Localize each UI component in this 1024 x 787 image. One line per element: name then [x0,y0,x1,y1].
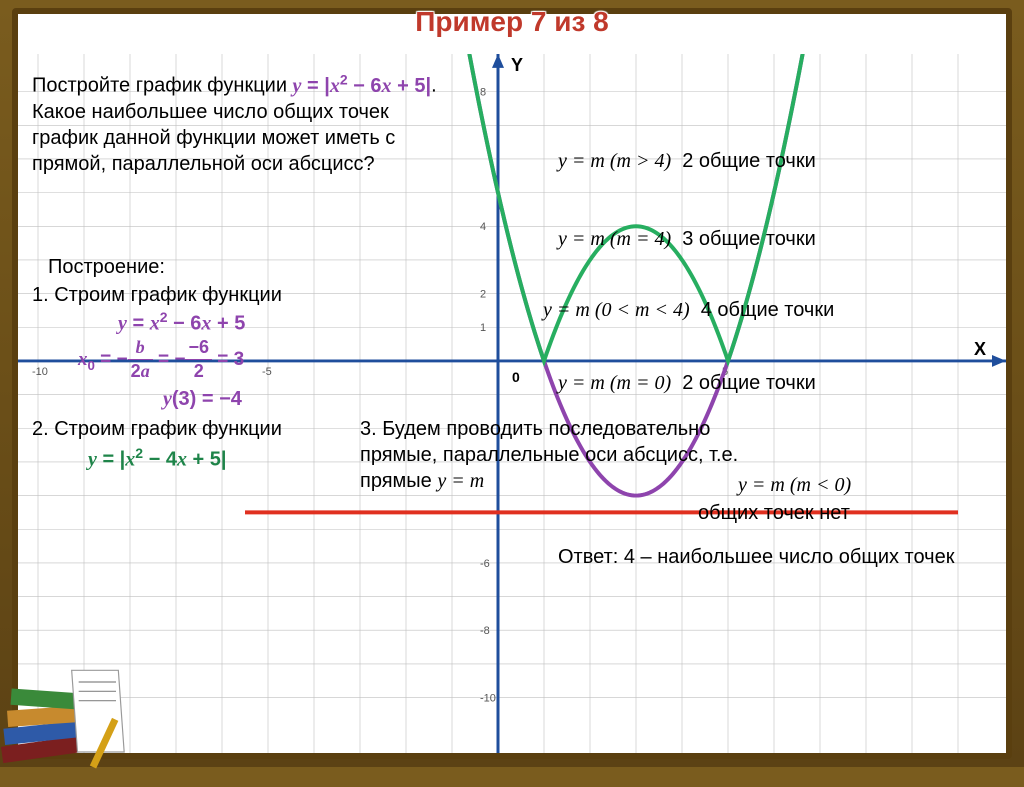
case-4: y = m (m = 0) 2 общие точки [558,370,816,396]
step3-text: 3. Будем проводить последовательно прямы… [360,416,760,494]
svg-text:-10: -10 [480,693,496,705]
whiteboard-frame: -10-55-10-8-61248 Постройте график функц… [12,8,1012,759]
origin-label: 0 [512,368,520,386]
step2-formula: y = |x2 − 4x + 5| [88,444,227,473]
case-5-formula: y = m (m < 0) [738,472,851,498]
svg-text:8: 8 [480,87,486,99]
svg-text:-6: -6 [480,558,490,570]
svg-text:-5: -5 [262,366,272,378]
svg-text:-8: -8 [480,625,490,637]
svg-text:4: 4 [480,221,486,233]
case-3: y = m (0 < m < 4) 4 общие точки [543,297,834,323]
step1-label: 1. Строим график функции [32,282,452,308]
step1-vertex-y: y(3) = −4 [163,386,242,412]
page-title: Пример 7 из 8 [0,0,1024,38]
svg-text:2: 2 [480,289,486,301]
y-axis-label: Y [511,54,523,77]
case-5-result: общих точек нет [698,500,850,526]
step1-vertex-x: x0 = −b2a = −−62 = 3 [78,336,244,384]
answer-text: Ответ: 4 – наибольшее число общих точек [558,544,958,570]
books-decoration-icon [0,647,130,787]
build-label: Построение: [48,254,165,280]
svg-text:-10: -10 [32,366,48,378]
case-2: y = m (m = 4) 3 общие точки [558,226,816,252]
x-axis-label: X [974,338,986,361]
case-1: y = m (m > 4) 2 общие точки [558,148,816,174]
step1-formula: y = x2 − 6x + 5 [118,308,245,337]
svg-text:1: 1 [480,322,486,334]
chart-area: -10-55-10-8-61248 Постройте график функц… [18,54,1006,753]
task-text: Постройте график функции y = |x2 − 6x + … [32,70,452,177]
